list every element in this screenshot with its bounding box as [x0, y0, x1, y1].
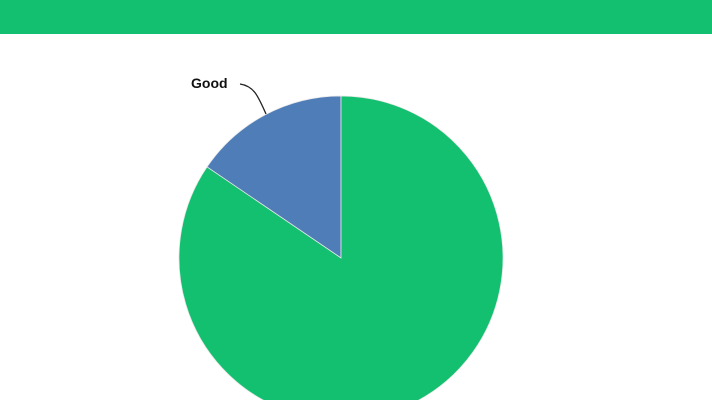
- good-leader-line: [239, 83, 267, 115]
- pie-slice-other: [178, 95, 504, 400]
- header-bar: [0, 0, 712, 34]
- slice-label-good: Good: [191, 75, 228, 91]
- pie-slice-good: [206, 95, 342, 259]
